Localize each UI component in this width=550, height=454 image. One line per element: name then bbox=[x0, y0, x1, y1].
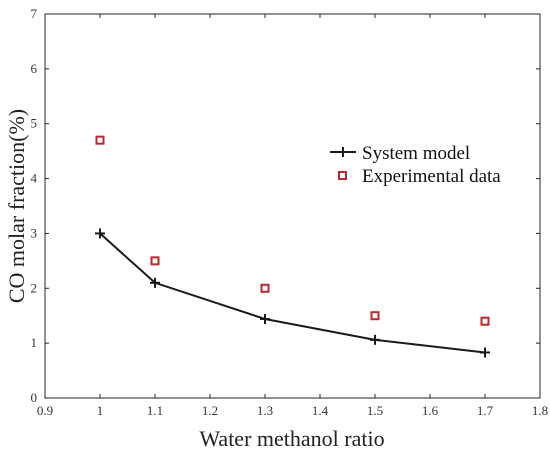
y-axis-label: CO molar fraction(%) bbox=[4, 109, 29, 303]
x-tick-label: 1.6 bbox=[422, 403, 439, 418]
point-system-model bbox=[260, 314, 270, 325]
point-system-model bbox=[150, 277, 160, 288]
x-tick-label: 1.3 bbox=[257, 403, 273, 418]
point-experimental-data bbox=[95, 135, 105, 145]
x-tick-label: 0.9 bbox=[37, 403, 53, 418]
plot-area bbox=[44, 13, 541, 399]
x-axis-label: Water methanol ratio bbox=[199, 426, 384, 451]
y-tick-label: 5 bbox=[31, 116, 38, 131]
y-tick-label: 2 bbox=[31, 280, 38, 295]
y-tick-label: 7 bbox=[31, 6, 38, 21]
point-experimental-data bbox=[150, 256, 160, 266]
y-tick-label: 3 bbox=[31, 225, 38, 240]
legend: System model Experimental data bbox=[330, 143, 501, 187]
x-tick-label: 1.2 bbox=[202, 403, 218, 418]
y-axis-ticks: 0 1 2 3 4 5 6 7 bbox=[31, 6, 540, 405]
y-tick-label: 6 bbox=[31, 61, 38, 76]
point-system-model bbox=[480, 347, 490, 358]
x-tick-label: 1.7 bbox=[477, 403, 494, 418]
point-experimental-data bbox=[260, 283, 270, 293]
point-system-model bbox=[95, 228, 105, 239]
x-tick-label: 1 bbox=[97, 403, 104, 418]
series-layer bbox=[95, 135, 490, 358]
x-axis-ticks: 0.9 1 1.1 1.2 1.3 1.4 1.5 1.6 1.7 1.8 bbox=[37, 14, 548, 418]
x-tick-label: 1.8 bbox=[532, 403, 548, 418]
y-tick-label: 1 bbox=[31, 335, 38, 350]
x-tick-label: 1.5 bbox=[367, 403, 383, 418]
x-tick-label: 1.1 bbox=[147, 403, 163, 418]
point-experimental-data bbox=[370, 311, 380, 321]
point-system-model bbox=[370, 334, 380, 345]
y-tick-label: 0 bbox=[31, 390, 38, 405]
legend-label-experimental-data: Experimental data bbox=[362, 166, 501, 187]
legend-label-system-model: System model bbox=[362, 143, 470, 164]
legend-marker-experimental-data bbox=[338, 171, 347, 180]
y-tick-label: 4 bbox=[31, 171, 38, 186]
point-experimental-data bbox=[480, 316, 490, 326]
x-tick-label: 1.4 bbox=[312, 403, 329, 418]
